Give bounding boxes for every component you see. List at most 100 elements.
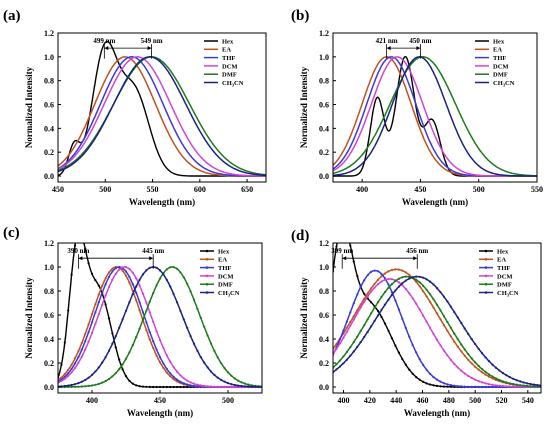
data-point xyxy=(196,385,199,388)
data-point xyxy=(70,385,73,388)
data-point xyxy=(467,358,470,361)
data-point xyxy=(487,373,491,376)
data-point xyxy=(529,385,532,388)
data-point xyxy=(131,292,134,296)
data-point xyxy=(418,275,421,278)
data-point xyxy=(352,302,355,305)
data-point xyxy=(474,365,477,368)
data-point xyxy=(345,326,348,329)
data-point xyxy=(101,291,104,294)
data-point xyxy=(522,381,525,384)
data-point xyxy=(377,270,380,273)
data-point xyxy=(526,384,529,387)
data-point xyxy=(390,268,393,272)
data-point xyxy=(107,275,111,279)
data-point xyxy=(73,366,77,370)
data-point xyxy=(487,360,491,363)
data-point xyxy=(131,344,134,347)
data-point xyxy=(418,378,421,381)
data-point xyxy=(456,385,459,388)
peak-annotation: 445 nm xyxy=(142,247,164,255)
data-point xyxy=(209,385,213,388)
legend-marker xyxy=(484,258,488,261)
data-point xyxy=(158,338,162,342)
data-point xyxy=(474,342,477,346)
data-point xyxy=(356,312,359,315)
data-point xyxy=(141,318,145,321)
data-point xyxy=(169,385,172,389)
data-point xyxy=(90,313,94,316)
data-point xyxy=(425,368,428,371)
legend-marker xyxy=(484,274,488,278)
data-point xyxy=(394,344,397,347)
data-point xyxy=(366,318,369,321)
data-point xyxy=(356,345,359,348)
data-point xyxy=(138,309,141,312)
x-tick-label: 500 xyxy=(99,185,111,194)
y-tick-label: 1.0 xyxy=(44,53,54,62)
data-point xyxy=(477,364,480,367)
data-point xyxy=(501,384,504,388)
data-point xyxy=(107,286,111,289)
data-point xyxy=(226,371,230,374)
data-point xyxy=(186,326,189,329)
y-tick-label: 0.6 xyxy=(319,101,329,110)
data-point xyxy=(429,383,432,386)
legend-marker xyxy=(205,266,209,269)
data-point xyxy=(63,375,66,378)
data-point xyxy=(474,361,477,364)
data-point xyxy=(501,371,504,375)
data-point xyxy=(111,375,114,378)
data-point xyxy=(533,383,536,386)
peak-annotation: 399 nm xyxy=(331,247,353,255)
data-point xyxy=(477,368,480,371)
data-point xyxy=(101,361,104,364)
data-point xyxy=(494,366,497,369)
data-point xyxy=(169,372,172,375)
data-point xyxy=(87,384,90,387)
data-point xyxy=(408,292,411,295)
data-point xyxy=(148,385,151,388)
data-point xyxy=(158,361,162,364)
data-point xyxy=(192,298,196,301)
data-point xyxy=(107,349,111,352)
data-point xyxy=(442,382,445,385)
data-point xyxy=(118,368,121,371)
data-point xyxy=(237,384,240,387)
data-point xyxy=(81,234,83,236)
data-point xyxy=(349,320,352,324)
data-point xyxy=(349,244,352,247)
data-point xyxy=(138,284,141,287)
data-point xyxy=(182,318,185,321)
data-point xyxy=(67,384,70,387)
data-point xyxy=(363,297,366,300)
data-point xyxy=(209,342,213,345)
data-point xyxy=(80,348,83,351)
y-tick-label: 1.0 xyxy=(319,263,329,272)
data-point xyxy=(199,356,202,359)
data-point xyxy=(404,287,407,290)
data-point xyxy=(148,300,151,303)
data-point xyxy=(418,285,421,288)
data-point xyxy=(216,385,219,388)
data-point xyxy=(223,367,226,370)
data-point xyxy=(87,376,90,379)
data-point xyxy=(408,275,411,278)
y-tick-label: 0.4 xyxy=(319,335,329,344)
data-point xyxy=(411,297,414,300)
data-point xyxy=(169,360,172,363)
data-point xyxy=(425,278,428,281)
legend-label: DMF xyxy=(497,282,512,289)
data-point xyxy=(442,324,445,327)
data-point xyxy=(519,380,522,383)
data-point xyxy=(67,372,70,375)
data-point xyxy=(114,267,117,270)
data-point xyxy=(111,270,114,273)
data-point xyxy=(152,292,155,295)
legend-marker xyxy=(484,249,488,253)
series-line-dmf xyxy=(333,56,537,177)
data-point xyxy=(491,383,494,386)
y-tick-label: 0.8 xyxy=(44,77,54,86)
data-point xyxy=(131,283,134,286)
data-point xyxy=(460,350,463,353)
